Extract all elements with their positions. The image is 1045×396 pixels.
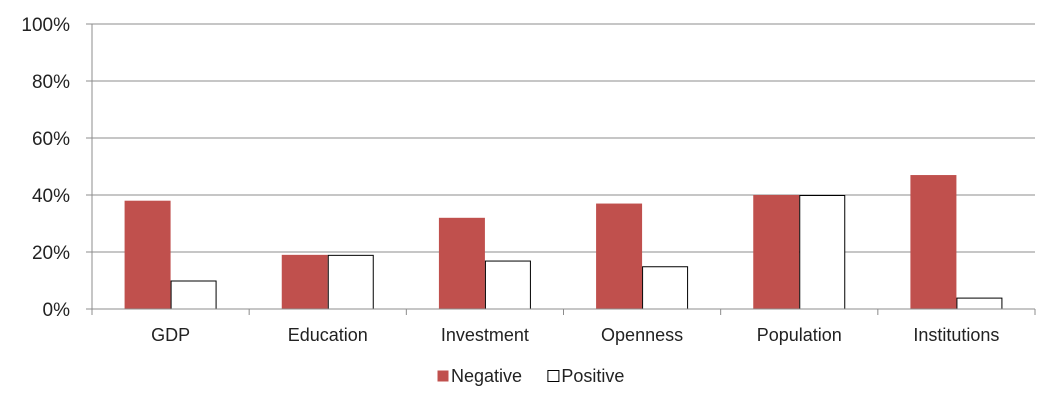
bar-positive-investment [484,260,531,310]
y-tick-label: 40% [32,186,70,207]
x-axis-labels: GDP Education Investment Openness Population… [151,325,999,345]
x-category-label: Population [757,325,842,345]
y-tick-label: 0% [43,300,71,321]
x-category-label: GDP [151,325,190,345]
x-category-label: Openness [601,325,683,345]
y-tick-label: 100% [21,15,70,36]
y-axis-ticks: 0% 20% 40% 60% 80% 100% [21,15,70,321]
bar-positive-population [799,195,846,310]
gridlines [92,23,1035,253]
legend-label-positive: Positive [561,366,624,386]
y-tick-label: 20% [32,243,70,264]
bar-negative-institutions [910,175,957,309]
axes [86,23,1036,315]
legend-label-negative: Negative [451,366,522,386]
bar-positive-institutions [956,297,1003,310]
bar-positive-openness [642,266,689,310]
bar-positive-education [327,254,374,310]
bar-negative-education [281,254,328,309]
bar-negative-investment [438,217,485,309]
bar-positive-gdp [170,280,217,310]
legend-swatch-negative [437,370,449,382]
x-category-label: Investment [441,325,529,345]
x-category-label: Institutions [913,325,999,345]
legend-swatch-positive [547,370,560,382]
bar-negative-openness [596,203,643,309]
x-category-label: Education [288,325,368,345]
bar-negative-gdp [124,200,171,309]
bar-negative-population [753,195,800,309]
y-tick-label: 80% [32,72,70,93]
y-tick-label: 60% [32,129,70,150]
bars [124,175,1003,310]
legend: Negative Positive [437,366,624,386]
